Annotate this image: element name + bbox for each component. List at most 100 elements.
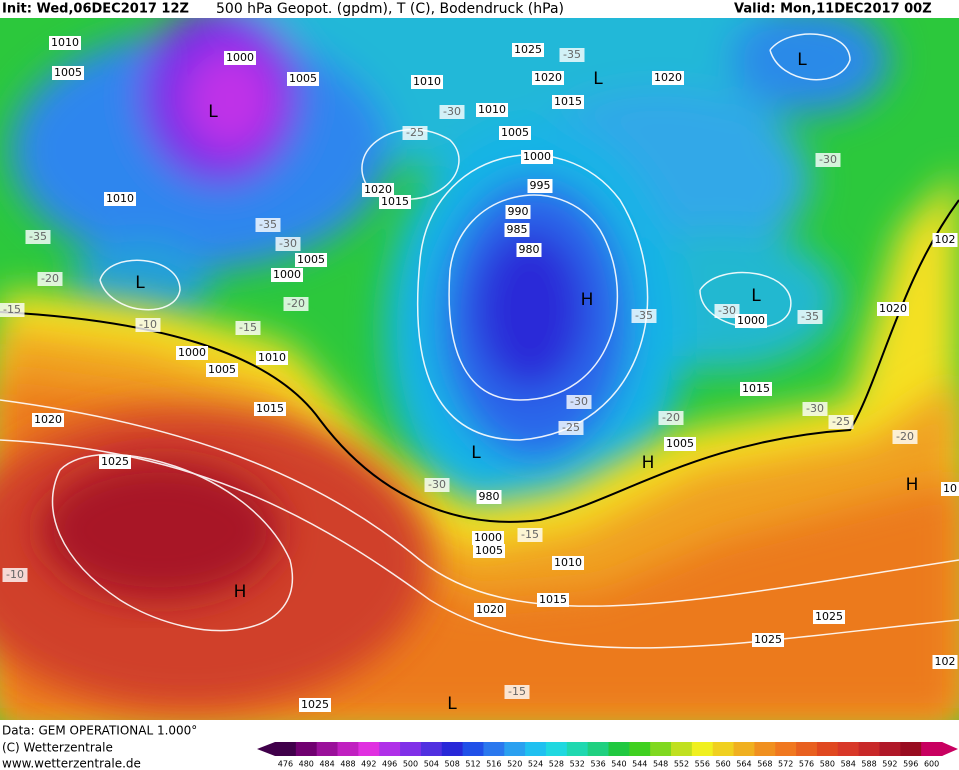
isobar-label: 1000 <box>226 51 254 64</box>
colorbar-tick-label: 580 <box>820 760 835 769</box>
label-box <box>283 297 309 311</box>
colorbar-cell <box>921 742 943 756</box>
isobar-label: 1010 <box>258 351 286 364</box>
copyright: (C) Wetterzentrale <box>2 741 113 755</box>
isobar-label: 1005 <box>475 544 503 557</box>
colorbar-tick-label: 560 <box>716 760 731 769</box>
colorbar-tick-label: 564 <box>736 760 751 769</box>
label-box <box>104 192 136 206</box>
label-box <box>552 556 584 570</box>
colorbar-cell <box>587 742 609 756</box>
label-box <box>813 610 845 624</box>
label-box <box>424 478 450 492</box>
isobar-label: 1000 <box>474 531 502 544</box>
label-box <box>566 395 592 409</box>
label-box <box>2 568 28 582</box>
isobar-label: 985 <box>507 223 528 236</box>
isobar-label: 990 <box>508 205 529 218</box>
temperature-label: -20 <box>896 430 914 443</box>
temperature-label: -35 <box>29 230 47 243</box>
isobar-label: 1000 <box>737 314 765 327</box>
isobar-label: 1010 <box>413 75 441 88</box>
colorbar-cell <box>775 742 797 756</box>
label-box <box>517 528 543 542</box>
colorbar-cell <box>671 742 693 756</box>
colorbar-cell <box>754 742 776 756</box>
label-box <box>877 302 909 316</box>
colorbar-tick-label: 496 <box>382 760 397 769</box>
colorbar-cell <box>900 742 922 756</box>
pressure-center: H <box>906 475 919 495</box>
label-box <box>254 402 286 416</box>
label-box <box>735 314 767 328</box>
isobar-label: 1020 <box>476 603 504 616</box>
colorbar-cell <box>566 742 589 756</box>
isobar-label: 1025 <box>101 455 129 468</box>
isobar-label: 980 <box>479 490 500 503</box>
label-box <box>99 455 131 469</box>
isobar-label: 1025 <box>815 610 843 623</box>
temperature-label: -30 <box>570 395 588 408</box>
label-box <box>752 633 784 647</box>
temperature-label: -20 <box>662 411 680 424</box>
colorbar-cell <box>337 742 359 756</box>
label-box <box>505 205 531 219</box>
temperature-label: -25 <box>562 421 580 434</box>
colorbar-tick-label: 572 <box>778 760 793 769</box>
colorbar-cell <box>733 742 755 756</box>
label-box <box>0 303 25 317</box>
colorbar-tick-label: 528 <box>549 760 564 769</box>
colorbar-tick-label: 568 <box>757 760 772 769</box>
colorbar-tick-label: 588 <box>861 760 876 769</box>
label-box <box>206 363 238 377</box>
label-box <box>941 482 959 496</box>
colorbar-cell <box>796 742 818 756</box>
label-box <box>474 603 506 617</box>
colorbar-tick-label: 596 <box>903 760 918 769</box>
label-box <box>49 36 81 50</box>
isobar-label: 1005 <box>666 437 694 450</box>
temperature-label: -35 <box>635 309 653 322</box>
isobar-label: 1025 <box>754 633 782 646</box>
colorbar-tick-label: 520 <box>507 760 522 769</box>
temperature-label: -10 <box>6 568 24 581</box>
label-box <box>379 195 411 209</box>
isobar-label: 1010 <box>51 36 79 49</box>
temperature-label: -20 <box>287 297 305 310</box>
colorbar-cell <box>545 742 568 756</box>
label-box <box>32 413 64 427</box>
temperature-label: -30 <box>443 105 461 118</box>
isobar-label: 1005 <box>54 66 82 79</box>
temperature-label: -30 <box>819 153 837 166</box>
header-bar <box>0 0 959 18</box>
colorbar-tick-label: 492 <box>361 760 376 769</box>
init-time: Init: Wed,06DEC2017 12Z <box>2 2 189 17</box>
label-box <box>631 309 657 323</box>
colorbar-cell <box>358 742 380 756</box>
isobar-label: 102 <box>935 655 956 668</box>
data-source: Data: GEM OPERATIONAL 1.000° <box>2 724 197 738</box>
colorbar-cell <box>837 742 860 756</box>
label-box <box>402 126 428 140</box>
pressure-center: L <box>447 694 457 714</box>
isobar-label: 10 <box>943 482 957 495</box>
isobar-label: 1005 <box>289 72 317 85</box>
isobar-label: 1005 <box>297 253 325 266</box>
label-box <box>652 71 684 85</box>
isobar-label: 980 <box>519 243 540 256</box>
pressure-center: L <box>471 443 481 463</box>
colorbar-tick-label: 504 <box>424 760 439 769</box>
label-box <box>932 655 958 669</box>
label-box <box>552 95 584 109</box>
label-box <box>472 531 504 545</box>
label-box <box>559 48 585 62</box>
temperature-label: -25 <box>832 415 850 428</box>
colorbar-tick-label: 544 <box>632 760 647 769</box>
colorbar-cell <box>712 742 735 756</box>
colorbar-tick-label: 508 <box>445 760 460 769</box>
pressure-center: H <box>234 582 247 602</box>
pressure-center: L <box>751 286 761 306</box>
label-box <box>176 346 208 360</box>
label-box <box>235 321 261 335</box>
colorbar-tick-label: 480 <box>299 760 314 769</box>
